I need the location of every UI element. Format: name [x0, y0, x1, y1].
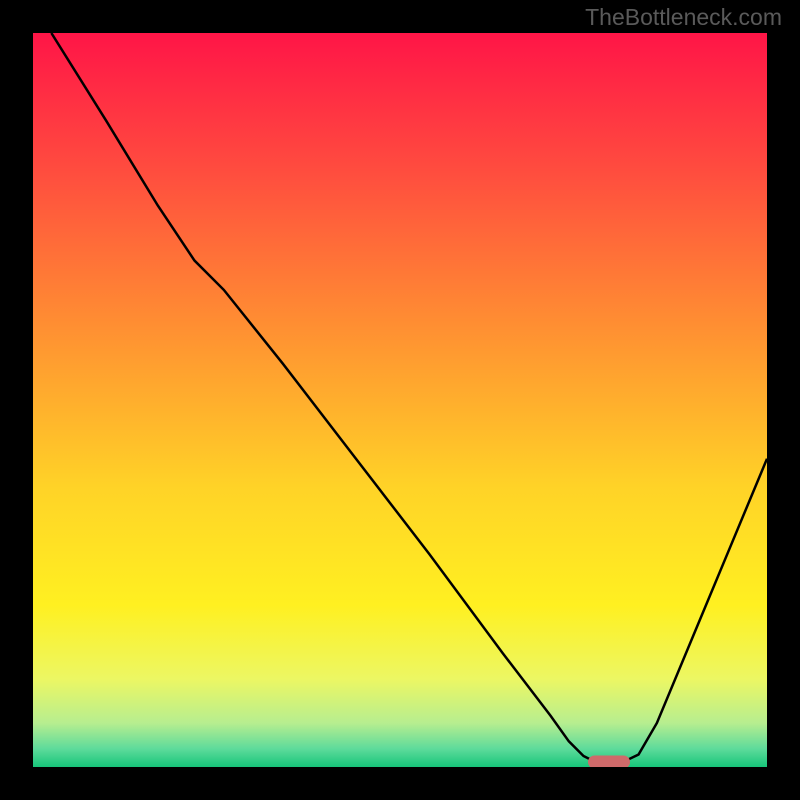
bottleneck-curve	[33, 33, 767, 767]
watermark-text: TheBottleneck.com	[585, 4, 782, 31]
optimal-point-marker	[588, 755, 630, 767]
plot-area	[33, 33, 767, 767]
